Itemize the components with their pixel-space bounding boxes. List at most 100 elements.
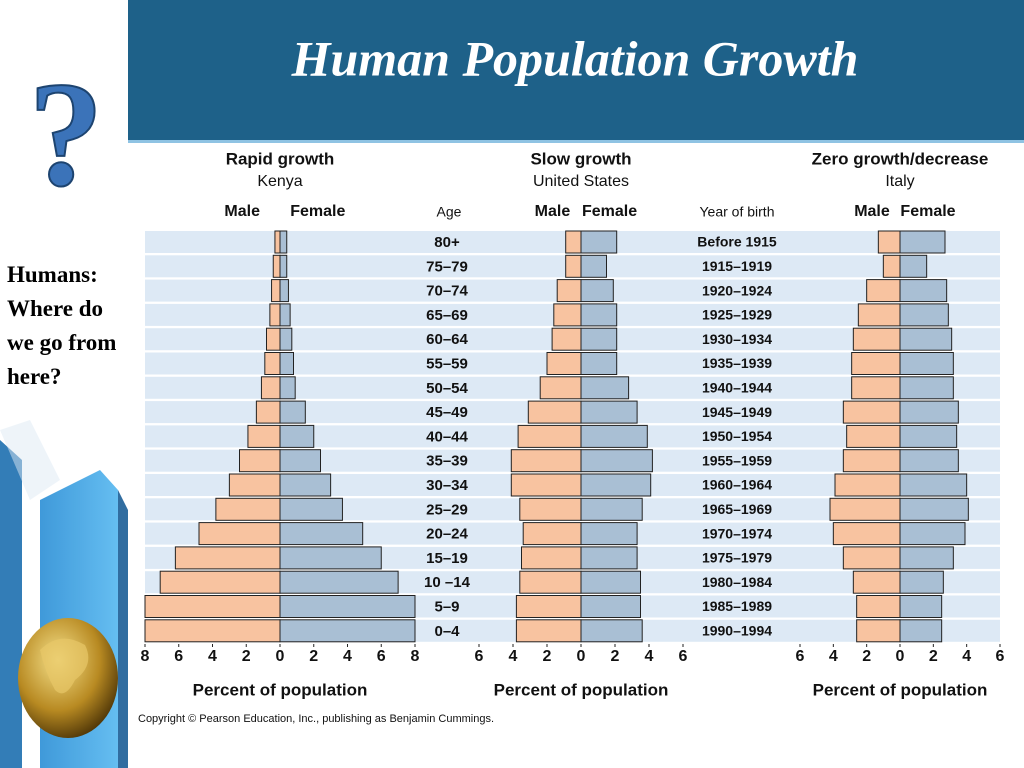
x-tick-label: 4 bbox=[645, 648, 654, 665]
bar bbox=[553, 303, 582, 327]
bar bbox=[271, 279, 281, 303]
bar bbox=[279, 619, 416, 643]
bar bbox=[546, 352, 582, 375]
bar bbox=[580, 449, 653, 473]
x-tick-label: 6 bbox=[996, 648, 1005, 665]
year-label: 1985–1989 bbox=[702, 598, 772, 614]
bar bbox=[580, 473, 652, 497]
x-tick-label: 2 bbox=[929, 648, 938, 665]
bar bbox=[279, 473, 332, 497]
bar bbox=[842, 546, 901, 570]
bar bbox=[279, 279, 289, 303]
x-tick-label: 0 bbox=[896, 648, 905, 665]
year-label: 1930–1934 bbox=[702, 331, 772, 347]
bar bbox=[856, 619, 901, 643]
bar bbox=[260, 376, 281, 400]
age-label: 10 –14 bbox=[424, 574, 471, 591]
bar bbox=[899, 279, 948, 303]
bar bbox=[580, 497, 643, 521]
bar bbox=[510, 473, 582, 497]
age-label: 5–9 bbox=[434, 598, 459, 615]
bar bbox=[580, 303, 618, 327]
year-label: 1940–1944 bbox=[702, 380, 772, 396]
year-label: 1920–1924 bbox=[702, 282, 772, 298]
year-label: Before 1915 bbox=[697, 234, 777, 250]
bar bbox=[852, 327, 901, 351]
bar bbox=[264, 352, 281, 375]
year-label: 1965–1969 bbox=[702, 501, 772, 517]
bar bbox=[899, 570, 944, 594]
year-label: 1925–1929 bbox=[702, 307, 772, 323]
pyramid-title: Zero growth/decrease bbox=[812, 149, 989, 168]
side-text: Humans: Where do we go from here? bbox=[7, 262, 117, 389]
age-label: 45–49 bbox=[426, 404, 468, 421]
bar bbox=[899, 497, 969, 521]
x-tick-label: 2 bbox=[309, 648, 318, 665]
bar bbox=[832, 522, 901, 546]
bar bbox=[829, 497, 901, 521]
bar bbox=[851, 376, 901, 400]
age-label: 25–29 bbox=[426, 501, 468, 518]
legend-label: Female bbox=[290, 203, 345, 220]
x-tick-label: 2 bbox=[862, 648, 871, 665]
bar bbox=[247, 424, 281, 448]
bar bbox=[510, 449, 582, 473]
slide-title: Human Population Growth bbox=[291, 30, 859, 86]
x-tick-label: 6 bbox=[377, 648, 386, 665]
bar bbox=[279, 254, 288, 278]
bar bbox=[527, 400, 582, 424]
bar bbox=[899, 254, 928, 278]
bar bbox=[899, 619, 943, 643]
x-tick-label: 0 bbox=[577, 648, 586, 665]
bar bbox=[580, 279, 614, 303]
bar bbox=[239, 449, 281, 473]
age-label: 20–24 bbox=[426, 526, 468, 543]
bar bbox=[580, 230, 618, 254]
bar bbox=[279, 570, 399, 594]
bar bbox=[580, 522, 638, 546]
bar bbox=[274, 230, 281, 254]
bar bbox=[174, 546, 281, 570]
age-label: 75–79 bbox=[426, 258, 468, 275]
bar bbox=[272, 254, 281, 278]
year-label: 1915–1919 bbox=[702, 258, 772, 274]
title-band bbox=[128, 0, 1024, 140]
bar bbox=[565, 254, 582, 278]
category-axis-title: Age bbox=[437, 204, 462, 220]
age-label: 15–19 bbox=[426, 550, 468, 567]
bar bbox=[580, 400, 638, 424]
legend-label: Male bbox=[224, 203, 260, 220]
bar bbox=[580, 352, 618, 375]
bar bbox=[519, 497, 582, 521]
x-axis-label: Percent of population bbox=[813, 680, 988, 699]
bar bbox=[899, 303, 949, 327]
bar bbox=[279, 546, 382, 570]
year-label: 1960–1964 bbox=[702, 477, 772, 493]
bar bbox=[279, 522, 364, 546]
x-tick-label: 8 bbox=[411, 648, 420, 665]
age-label: 80+ bbox=[434, 234, 460, 251]
legend-label: Male bbox=[535, 203, 571, 220]
bar bbox=[899, 327, 953, 351]
year-label: 1990–1994 bbox=[702, 623, 772, 639]
bar bbox=[857, 303, 901, 327]
legend-label: Male bbox=[854, 203, 890, 220]
x-axis-label: Percent of population bbox=[193, 680, 368, 699]
age-label: 0–4 bbox=[434, 623, 460, 640]
bar bbox=[846, 424, 901, 448]
bar bbox=[899, 449, 959, 473]
age-label: 50–54 bbox=[426, 380, 468, 397]
bar bbox=[580, 546, 638, 570]
bar bbox=[279, 327, 293, 351]
age-label: 40–44 bbox=[426, 428, 468, 445]
bar bbox=[580, 619, 643, 643]
year-label: 1935–1939 bbox=[702, 355, 772, 371]
copyright: Copyright © Pearson Education, Inc., pub… bbox=[138, 713, 494, 725]
bar bbox=[899, 473, 968, 497]
bar bbox=[580, 254, 607, 278]
x-tick-label: 4 bbox=[208, 648, 217, 665]
bar bbox=[842, 400, 901, 424]
bar bbox=[539, 376, 582, 400]
bar bbox=[899, 546, 954, 570]
